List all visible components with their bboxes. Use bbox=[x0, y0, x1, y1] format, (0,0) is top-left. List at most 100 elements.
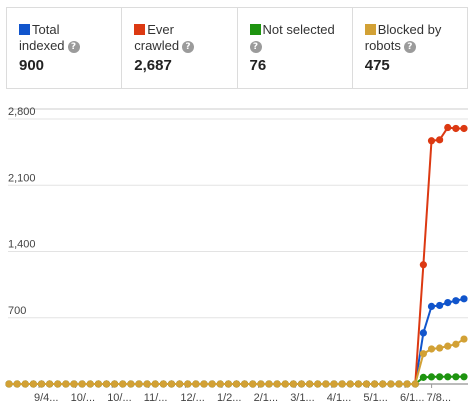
data-point bbox=[297, 380, 306, 388]
x-tick-label: 2/1... bbox=[254, 392, 278, 404]
x-tick-label: 9/4... bbox=[34, 392, 58, 404]
data-point bbox=[427, 345, 436, 353]
data-point bbox=[427, 302, 436, 310]
data-point bbox=[436, 301, 444, 310]
data-point bbox=[78, 380, 86, 388]
card-value: 475 bbox=[364, 57, 390, 74]
help-icon[interactable]: ? bbox=[403, 41, 416, 53]
data-point bbox=[54, 380, 62, 388]
card-label: Total indexed? bbox=[19, 22, 113, 54]
data-point bbox=[281, 380, 289, 388]
grid bbox=[8, 108, 468, 388]
data-point bbox=[346, 380, 354, 388]
x-tick-label: 10/... bbox=[107, 392, 131, 404]
data-point bbox=[330, 380, 338, 388]
data-point bbox=[452, 373, 460, 381]
data-point bbox=[436, 373, 444, 381]
data-point bbox=[444, 123, 452, 132]
x-tick-label: 12/... bbox=[180, 392, 204, 404]
summary-cards: Total indexed? 900 Ever crawled? 2,687 N… bbox=[6, 7, 468, 89]
data-point bbox=[241, 380, 249, 388]
data-point bbox=[419, 329, 427, 337]
data-point bbox=[151, 380, 159, 388]
card-label-line2: robots bbox=[364, 38, 401, 53]
card-label-line2: crawled bbox=[134, 38, 180, 53]
line-chart: 700 1,400 2,100 2,800 9/4... 10/... 10/... 11/.… bbox=[5, 106, 468, 404]
data-point bbox=[273, 380, 281, 388]
data-point bbox=[419, 373, 427, 381]
data-point bbox=[419, 261, 427, 269]
y-tick-label: 700 bbox=[8, 305, 26, 317]
data-point bbox=[176, 380, 184, 388]
x-tick-label: 10/... bbox=[71, 392, 95, 404]
card-label-line1: Blocked by bbox=[377, 22, 442, 37]
card-label-line1: Ever bbox=[147, 22, 174, 37]
data-point bbox=[427, 137, 436, 145]
card-value: 2,687 bbox=[134, 57, 172, 74]
help-icon[interactable]: ? bbox=[67, 41, 80, 53]
data-point bbox=[216, 380, 224, 388]
data-point bbox=[436, 136, 444, 144]
series-blocked-by-robots bbox=[5, 335, 468, 388]
data-point bbox=[460, 124, 468, 133]
data-point bbox=[257, 380, 265, 388]
x-tick-label: 5/1... bbox=[363, 392, 387, 404]
card-total-indexed[interactable]: Total indexed? 900 bbox=[7, 8, 123, 88]
data-point bbox=[102, 380, 111, 388]
data-point bbox=[46, 380, 54, 388]
data-point bbox=[13, 380, 21, 388]
data-point bbox=[322, 380, 330, 388]
y-tick-label: 2,800 bbox=[8, 106, 36, 118]
data-point bbox=[86, 380, 94, 388]
x-tick-label: 7/8... bbox=[427, 392, 451, 404]
series-line bbox=[9, 297, 465, 385]
data-point bbox=[460, 335, 468, 343]
legend-swatch bbox=[364, 24, 376, 35]
card-not-selected[interactable]: Not selected ? 76 bbox=[238, 8, 353, 88]
data-point bbox=[371, 380, 379, 388]
card-label: Blocked by robots? bbox=[364, 22, 459, 54]
data-point bbox=[29, 380, 37, 388]
data-point bbox=[21, 380, 29, 388]
card-value: 76 bbox=[249, 57, 267, 74]
data-point bbox=[167, 380, 176, 388]
data-point bbox=[70, 380, 78, 388]
data-point bbox=[208, 380, 216, 388]
card-value: 900 bbox=[19, 57, 45, 74]
y-tick-label: 1,400 bbox=[8, 239, 36, 251]
data-point bbox=[306, 380, 314, 388]
data-point bbox=[249, 380, 257, 388]
data-point bbox=[354, 380, 362, 388]
data-point bbox=[184, 380, 192, 388]
card-label: Ever crawled? bbox=[134, 22, 228, 54]
data-point bbox=[379, 380, 387, 388]
data-point bbox=[460, 295, 468, 303]
data-point bbox=[94, 380, 102, 388]
card-ever-crawled[interactable]: Ever crawled? 2,687 bbox=[122, 8, 238, 88]
x-tick-label: 4/1... bbox=[327, 392, 351, 404]
data-point bbox=[460, 373, 468, 381]
series-line bbox=[9, 338, 465, 385]
help-icon[interactable]: ? bbox=[182, 41, 195, 53]
x-tick-label: 1/2... bbox=[217, 392, 241, 404]
x-tick-label: 3/1... bbox=[290, 392, 314, 404]
data-point bbox=[411, 380, 419, 388]
data-point bbox=[192, 380, 200, 388]
x-tick-label: 6/1... bbox=[400, 392, 424, 404]
data-point bbox=[444, 373, 452, 381]
card-blocked-by-robots[interactable]: Blocked by robots? 475 bbox=[353, 8, 467, 88]
data-point bbox=[224, 380, 232, 388]
data-point bbox=[362, 380, 371, 388]
data-point bbox=[338, 380, 346, 388]
data-point bbox=[62, 380, 70, 388]
axis-labels: 700 1,400 2,100 2,800 9/4... 10/... 10/... 11/.… bbox=[8, 106, 451, 404]
data-point bbox=[419, 350, 427, 358]
data-point bbox=[387, 380, 395, 388]
data-point bbox=[37, 380, 46, 388]
data-point bbox=[452, 124, 460, 133]
help-icon[interactable]: ? bbox=[249, 41, 262, 53]
data-point bbox=[200, 380, 208, 388]
data-point bbox=[289, 380, 297, 388]
data-point bbox=[135, 380, 143, 388]
series-line bbox=[9, 126, 464, 385]
